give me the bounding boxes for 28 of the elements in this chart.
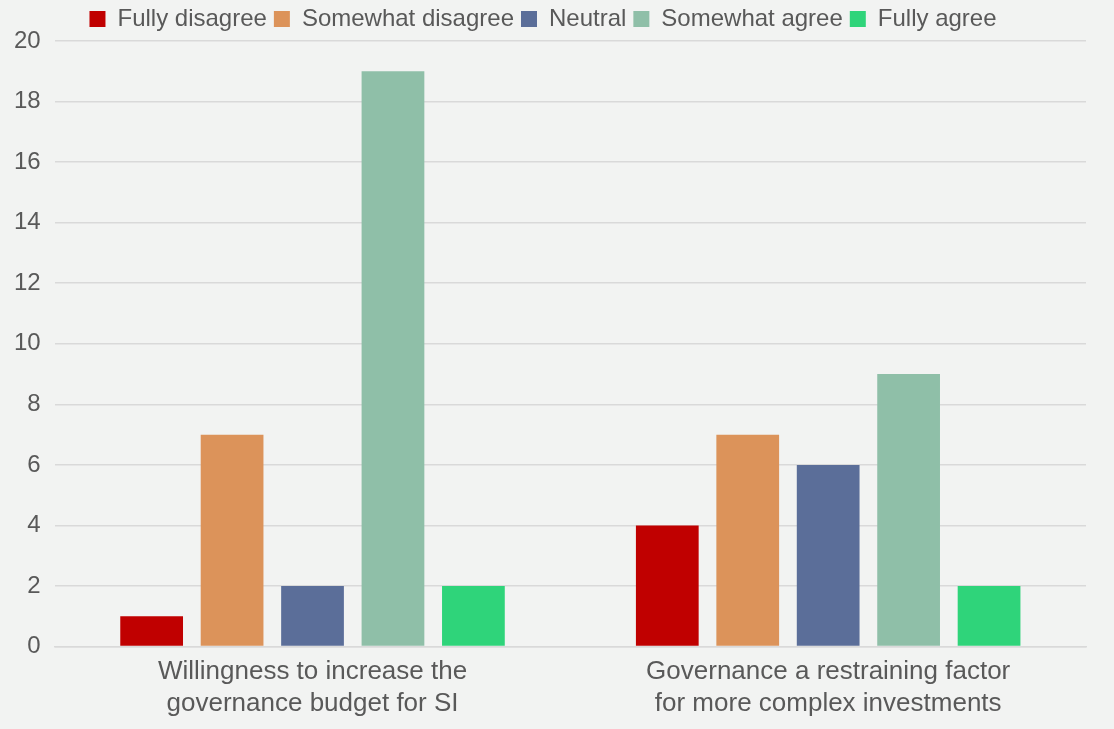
x-tick-label: Willingness to increase the governance budget for SI (157, 655, 468, 717)
y-tick-label: 16 (13, 146, 41, 174)
bar (877, 374, 940, 646)
y-tick-label: 14 (13, 207, 41, 235)
bar (200, 434, 264, 646)
bar (120, 616, 184, 646)
y-tick-label: 18 (13, 86, 41, 114)
legend-label: Somewhat agree (661, 3, 843, 31)
legend-label: Neutral (549, 3, 627, 31)
y-tick-label: 4 (27, 510, 41, 538)
y-tick-label: 20 (13, 25, 41, 53)
bar (796, 464, 860, 646)
bar (281, 586, 344, 646)
y-tick-label: 8 (27, 388, 41, 416)
legend-label: Fully agree (877, 3, 997, 31)
y-tick-label: 12 (13, 267, 41, 295)
y-tick-label: 2 (27, 570, 41, 598)
bar (635, 525, 699, 646)
legend-label: Fully disagree (117, 3, 267, 31)
bar (957, 586, 1021, 646)
y-tick-label: 6 (27, 449, 41, 477)
legend-label: Somewhat disagree (301, 3, 514, 31)
bar (716, 434, 780, 646)
y-tick-label: 10 (13, 328, 41, 356)
bar (361, 71, 425, 646)
bar (442, 586, 505, 646)
y-tick-label: 0 (27, 631, 41, 659)
x-tick-label: Governance a restraining factor for more complex investments (646, 655, 1011, 717)
